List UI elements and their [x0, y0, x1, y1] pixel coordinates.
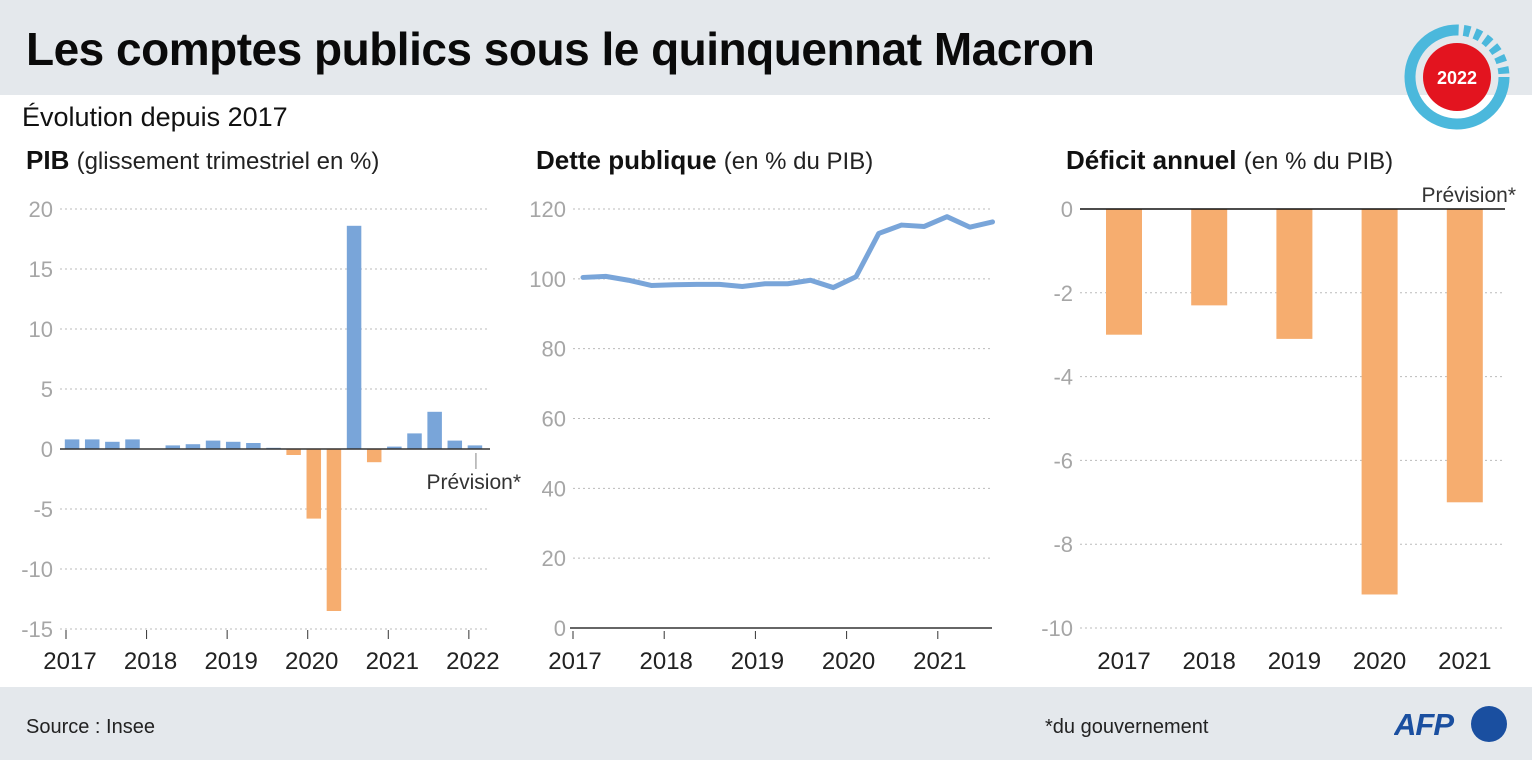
- x-tick-label: 2017: [548, 648, 601, 675]
- y-tick-label: 0: [1061, 197, 1073, 222]
- x-tick-label: 2019: [204, 648, 257, 675]
- bar: [125, 439, 140, 449]
- bar: [306, 449, 322, 519]
- debt-chart: 120 100 80 60 40 20 0 2017 2018 2019 2020 2021: [529, 197, 995, 675]
- x-tick-label: 2018: [640, 648, 693, 675]
- x-tick-label: 2017: [43, 648, 96, 675]
- bar: [407, 433, 422, 449]
- y-tick-label: -15: [21, 617, 53, 642]
- badge-label: 2022: [1437, 68, 1477, 88]
- bar: [346, 225, 362, 449]
- forecast-label: Prévision*: [1421, 184, 1516, 207]
- x-tick-label: 2019: [1268, 648, 1321, 675]
- x-tick-label: 2021: [366, 648, 419, 675]
- badge-ring-tick: [1472, 28, 1484, 42]
- x-tick-label: 2017: [1097, 648, 1150, 675]
- bar: [447, 440, 463, 449]
- election-2022-badge: 2022: [1404, 24, 1510, 130]
- bar: [1446, 209, 1483, 503]
- y-tick-label: 120: [529, 197, 566, 222]
- forecast-label: Prévision*: [426, 471, 521, 494]
- pib-unit: (glissement trimestriel en %): [76, 148, 380, 175]
- y-tick-label: 20: [542, 546, 566, 571]
- deficit-chart-title: Déficit annuel (en % du PIB): [1066, 145, 1393, 176]
- bar: [366, 449, 382, 463]
- bar: [1276, 209, 1313, 339]
- afp-logo: AFP: [1394, 706, 1507, 742]
- badge-ring-tick: [1462, 25, 1472, 38]
- bar: [1361, 209, 1398, 595]
- x-tick-label: 2021: [913, 648, 966, 675]
- deficit-chart: 0 -2 -4 -6 -8 -10 2017 2018 2019 2020 2021 Prévisio…: [1041, 184, 1516, 675]
- bar: [1106, 209, 1142, 335]
- x-tick-label: 2018: [1183, 648, 1236, 675]
- x-tick-label: 2020: [1353, 648, 1406, 675]
- afp-logo-dot-icon: [1471, 706, 1507, 742]
- y-tick-label: -2: [1053, 281, 1073, 306]
- x-tick-label: 2019: [731, 648, 784, 675]
- y-tick-label: -10: [1041, 616, 1073, 641]
- bar: [246, 443, 261, 449]
- badge-ring-tick: [1488, 43, 1502, 56]
- y-tick-label: 20: [29, 197, 53, 222]
- bar: [427, 411, 442, 449]
- deficit-title: Déficit annuel: [1066, 145, 1237, 175]
- y-tick-label: 80: [542, 337, 566, 362]
- deficit-unit: (en % du PIB): [1243, 148, 1394, 175]
- bar: [105, 441, 120, 449]
- bar: [467, 445, 483, 449]
- x-tick-label: 2020: [285, 648, 338, 675]
- x-tick-label: 2022: [446, 648, 499, 675]
- y-tick-label: -10: [21, 557, 53, 582]
- y-tick-label: 40: [542, 476, 566, 501]
- y-tick-label: 15: [29, 257, 53, 282]
- bar: [387, 446, 402, 449]
- charts-canvas: 20 15 10 5 0 -5 -10 -15 2017 2018 2019 2020 2021 2022…: [21, 184, 1516, 675]
- y-tick-label: -4: [1053, 365, 1073, 390]
- y-tick-label: 10: [29, 317, 53, 342]
- bar: [165, 445, 181, 449]
- source-text: Source : Insee: [26, 716, 155, 738]
- header-band: [0, 0, 1532, 95]
- y-tick-label: 0: [554, 616, 566, 641]
- debt-line: [580, 214, 995, 291]
- y-tick-label: 100: [529, 267, 566, 292]
- bar: [185, 444, 201, 449]
- bar: [1191, 209, 1228, 306]
- x-tick-label: 2018: [124, 648, 177, 675]
- pib-chart: 20 15 10 5 0 -5 -10 -15 2017 2018 2019 2020 2021 2022…: [21, 197, 521, 675]
- y-tick-label: 5: [41, 377, 53, 402]
- bar: [205, 440, 221, 449]
- bar: [326, 449, 342, 611]
- badge-ring-tick: [1494, 53, 1507, 65]
- x-tick-label: 2021: [1438, 648, 1491, 675]
- y-tick-label: -6: [1053, 448, 1073, 473]
- footnote-text: *du gouvernement: [1045, 716, 1209, 738]
- pib-chart-title: PIB (glissement trimestriel en %): [26, 145, 379, 176]
- page-title: Les comptes publics sous le quinquennat …: [26, 23, 1095, 75]
- debt-unit: (en % du PIB): [723, 148, 874, 175]
- y-tick-label: -8: [1053, 532, 1073, 557]
- y-tick-label: -5: [33, 497, 53, 522]
- debt-chart-title: Dette publique (en % du PIB): [536, 145, 873, 176]
- subtitle: Évolution depuis 2017: [22, 102, 288, 132]
- badge-ring-arc: [1404, 24, 1510, 130]
- x-tick-label: 2020: [822, 648, 875, 675]
- badge-ring-icon: [1404, 24, 1510, 130]
- badge-ring-tick: [1481, 34, 1494, 48]
- bar: [64, 439, 80, 449]
- y-tick-label: 60: [542, 407, 566, 432]
- bar: [225, 441, 241, 449]
- badge-ring-tick: [1497, 66, 1510, 75]
- y-tick-label: 0: [41, 437, 53, 462]
- badge-center: [1423, 43, 1491, 111]
- footer-band: [0, 687, 1532, 760]
- bar: [286, 449, 301, 455]
- debt-title: Dette publique: [536, 145, 717, 175]
- afp-logo-text: AFP: [1394, 707, 1454, 742]
- bar: [84, 439, 100, 449]
- pib-title: PIB: [26, 145, 70, 175]
